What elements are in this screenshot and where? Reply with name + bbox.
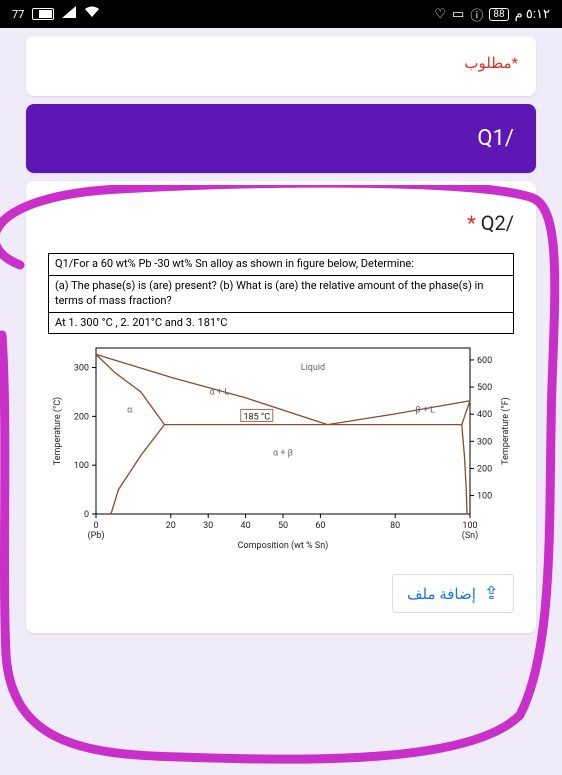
prompt-line-1: Q1/For a 60 wt% Pb -30 wt% Sn alloy as s… — [49, 254, 513, 276]
chrome-tabs-icon: 88 — [489, 8, 508, 21]
svg-text:α + β: α + β — [273, 449, 293, 459]
info-icon: ⓘ — [470, 5, 483, 24]
q2-card: /Q2 * Q1/For a 60 wt% Pb -30 wt% Sn allo… — [26, 181, 536, 633]
q1-label: /Q1 — [48, 126, 514, 151]
svg-text:40: 40 — [241, 521, 251, 531]
shield-icon: ♡ — [434, 7, 446, 22]
svg-text:100: 100 — [477, 492, 492, 502]
android-status-bar: ٥:١٢ م 88 ⓘ ▭ ♡ 77 — [0, 0, 562, 28]
svg-text:185 °C: 185 °C — [243, 413, 270, 423]
battery-label: 77 — [12, 8, 24, 21]
svg-text:80: 80 — [390, 521, 400, 531]
question-figure: Q1/For a 60 wt% Pb -30 wt% Sn alloy as s… — [26, 245, 536, 558]
svg-text:(Sn): (Sn) — [462, 530, 479, 541]
signal-icon — [62, 6, 76, 22]
svg-text:100: 100 — [74, 462, 89, 472]
phase-diagram: 0 100 200 300 100 200 300 400 500 600 0 20 30 40 50 60 8… — [48, 340, 514, 554]
prompt-line-3: At 1. 300 °C , 2. 201°C and 3. 181°C — [49, 313, 513, 334]
svg-text:300: 300 — [477, 438, 492, 448]
svg-text:200: 200 — [477, 465, 492, 475]
svg-text:β + L: β + L — [415, 406, 435, 416]
svg-text:20: 20 — [166, 521, 176, 531]
required-card: *مطلوب — [26, 36, 536, 96]
svg-text:Temperature (°F): Temperature (°F) — [500, 398, 511, 466]
svg-text:30: 30 — [203, 521, 213, 531]
svg-text:400: 400 — [477, 411, 492, 421]
svg-text:200: 200 — [74, 413, 89, 423]
wifi-icon — [84, 6, 100, 22]
svg-text:300: 300 — [74, 364, 89, 374]
svg-text:α: α — [127, 406, 133, 416]
add-file-label: إضافة ملف — [407, 585, 476, 603]
svg-text:100: 100 — [462, 521, 477, 531]
q2-label: /Q2 — [481, 211, 514, 235]
upload-icon: ⇪ — [484, 583, 499, 604]
prompt-line-2: (a) The phase(s) is (are) present? (b) W… — [49, 276, 513, 313]
required-label: *مطلوب — [44, 54, 518, 72]
q2-title: /Q2 * — [26, 197, 536, 245]
required-asterisk: * — [467, 211, 476, 235]
add-file-button[interactable]: ⇪ إضافة ملف — [392, 574, 514, 613]
prompt-box: Q1/For a 60 wt% Pb -30 wt% Sn alloy as s… — [48, 253, 514, 334]
q1-header-card: /Q1 — [26, 104, 536, 173]
status-time: ٥:١٢ م — [515, 7, 550, 22]
svg-text:500: 500 — [477, 383, 492, 393]
svg-text:60: 60 — [315, 521, 325, 531]
svg-text:0: 0 — [84, 510, 89, 520]
svg-text:(Pb): (Pb) — [88, 530, 105, 541]
svg-text:Composition (wt % Sn): Composition (wt % Sn) — [238, 540, 329, 550]
image-icon: ▭ — [452, 7, 464, 22]
svg-text:Liquid: Liquid — [301, 363, 325, 373]
svg-text:Temperature (°C): Temperature (°C) — [52, 397, 63, 465]
svg-text:0: 0 — [93, 521, 98, 531]
svg-text:600: 600 — [477, 356, 492, 366]
svg-text:50: 50 — [278, 521, 288, 531]
svg-text:α + L: α + L — [210, 388, 230, 398]
battery-icon — [32, 8, 54, 20]
